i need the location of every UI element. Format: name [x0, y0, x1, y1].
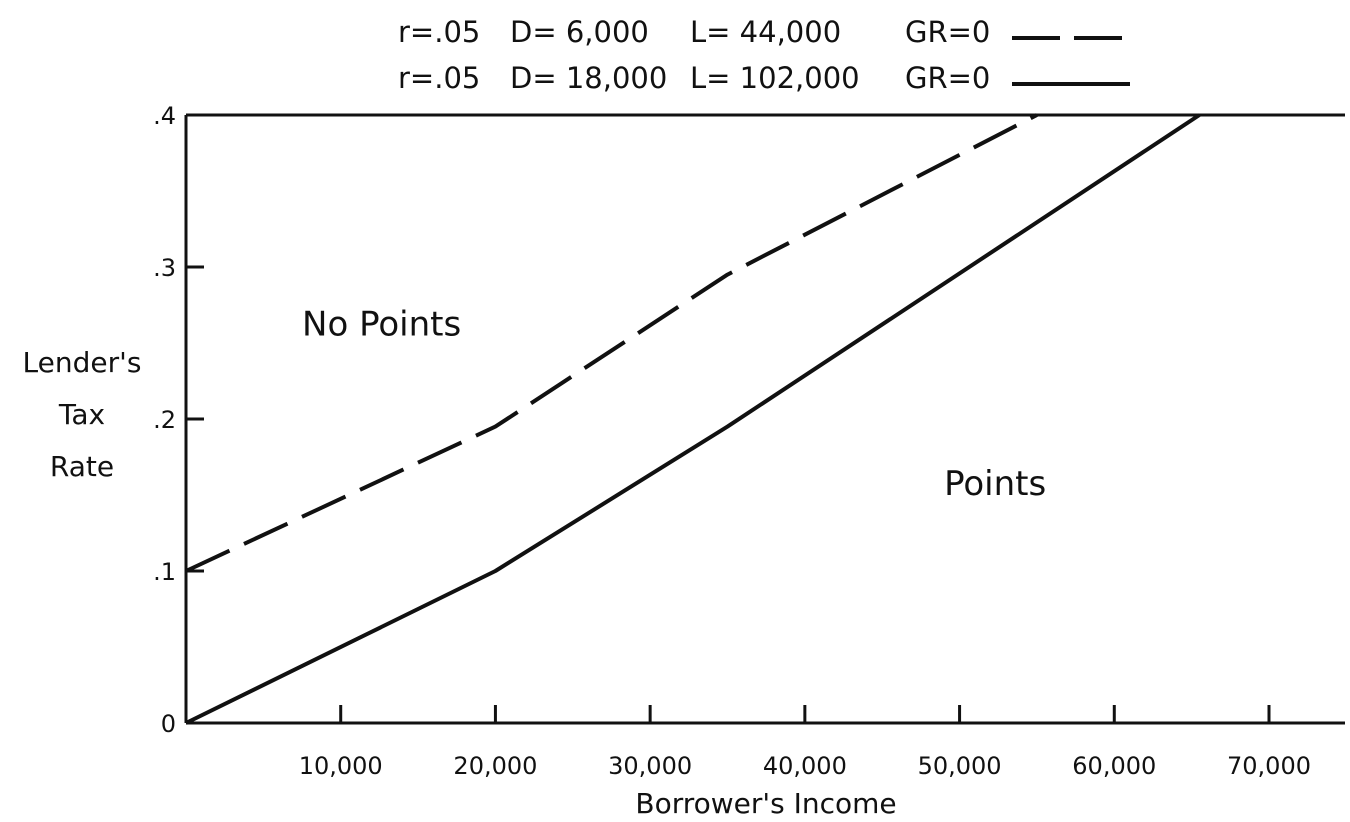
legend-solid-loan: L= 102,000 — [690, 61, 860, 95]
y-tick-label: .2 — [153, 406, 176, 434]
y-axis-title-line-3: Rate — [50, 450, 114, 483]
legend-solid-rate: r=.05 — [398, 61, 480, 95]
legend-dashed-rate: r=.05 — [398, 15, 480, 49]
legend: r=.05 D= 6,000 L= 44,000 GR=0 r=.05 D= 1… — [398, 15, 1130, 95]
x-tick-label: 40,000 — [763, 752, 847, 780]
legend-entry-solid: r=.05 D= 18,000 L= 102,000 GR=0 — [398, 61, 1130, 95]
y-axis-title-line-1: Lender's — [23, 346, 142, 379]
y-axis-title-line-2: Tax — [58, 398, 105, 431]
y-tick-label: 0 — [161, 710, 176, 738]
legend-dashed-growth: GR=0 — [905, 15, 990, 49]
legend-dashed-down-payment: D= 6,000 — [510, 15, 649, 49]
y-tick-label: .3 — [153, 254, 176, 282]
y-tick-label: .4 — [153, 102, 176, 130]
x-tick-label: 30,000 — [608, 752, 692, 780]
x-tick-label: 20,000 — [453, 752, 537, 780]
y-ticks: 0 .1 .2 .3 .4 — [153, 102, 204, 738]
x-ticks: 10,000 20,000 30,000 40,000 50,000 60,000 70,0… — [299, 705, 1311, 780]
x-tick-label: 70,000 — [1227, 752, 1311, 780]
x-axis-title: Borrower's Income — [635, 787, 896, 820]
y-tick-label: .1 — [153, 558, 176, 586]
annotation-no-points: No Points — [302, 304, 461, 344]
annotation-points: Points — [944, 464, 1046, 504]
y-axis-title: Lender's Tax Rate — [23, 346, 142, 483]
series-layer — [185, 113, 1201, 725]
axes — [184, 113, 1345, 725]
legend-solid-growth: GR=0 — [905, 61, 990, 95]
series-line-dashed — [185, 113, 1038, 573]
x-tick-label: 50,000 — [918, 752, 1002, 780]
x-tick-label: 10,000 — [299, 752, 383, 780]
legend-solid-down-payment: D= 18,000 — [510, 61, 667, 95]
legend-dashed-loan: L= 44,000 — [690, 15, 841, 49]
x-tick-label: 60,000 — [1072, 752, 1156, 780]
legend-entry-dashed: r=.05 D= 6,000 L= 44,000 GR=0 — [398, 15, 1130, 49]
series-line-solid — [185, 113, 1201, 725]
